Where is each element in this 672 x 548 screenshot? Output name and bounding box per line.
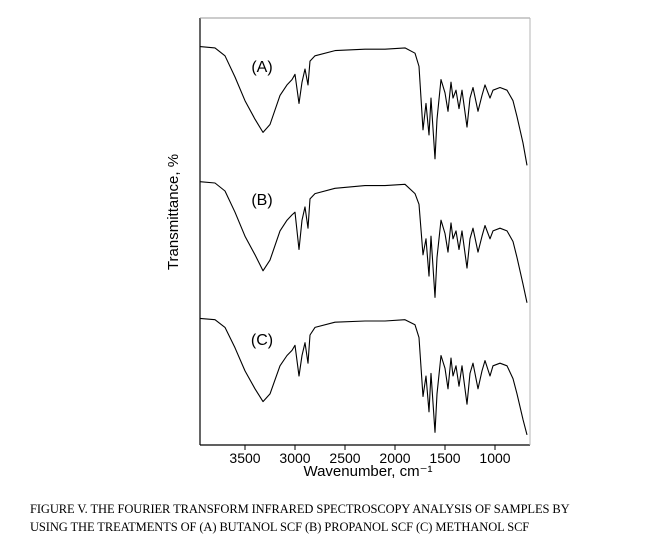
x-tick-label-3000: 3000 [279,450,310,466]
x-tick-label-2000: 2000 [379,450,410,466]
plot-frame [199,17,531,446]
spectrum-line-3 [199,317,528,436]
caption-line-1: FIGURE V. THE FOURIER TRANSFORM INFRARED… [30,502,570,516]
spectrum-line-2 [199,181,528,303]
x-tick-label-1000: 1000 [479,450,510,466]
x-tick-label-2500: 2500 [329,450,360,466]
spectra [199,46,528,436]
panel-label-1: (A) [251,59,272,76]
x-axis-label: Wavenumber, cm⁻¹ [303,463,432,480]
panel-label-2: (B) [251,192,272,209]
spectrum-line-1 [199,46,528,166]
y-axis-label: Transmittance, % [165,154,182,270]
caption-line-2: USING THE TREATMENTS OF (A) BUTANOL SCF … [30,520,530,534]
x-tick-label-3500: 3500 [229,450,260,466]
figure-caption: FIGURE V. THE FOURIER TRANSFORM INFRARED… [30,500,660,536]
panel-label-3: (C) [251,332,273,349]
x-tick-label-1500: 1500 [429,450,460,466]
x-axis: 3500 3000 2500 2000 1500 1000 [229,445,511,466]
panel-labels: (A) (B) (C) [251,59,273,349]
